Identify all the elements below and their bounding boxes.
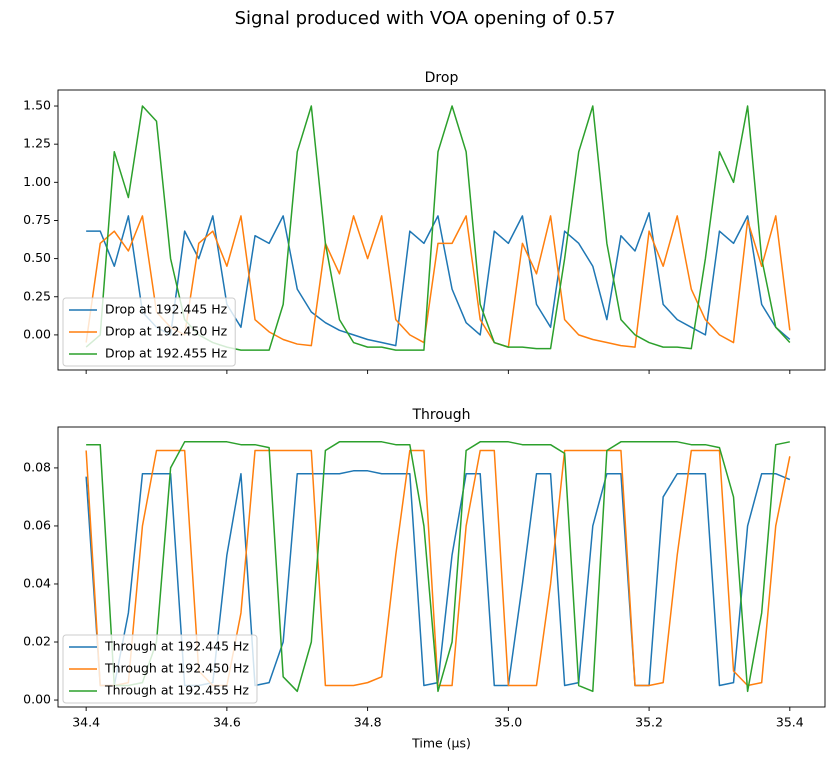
y-tick-label: 1.00	[23, 174, 51, 189]
y-tick-label: 0.00	[23, 326, 51, 341]
y-tick-label: 1.50	[23, 98, 51, 113]
series-line	[85, 215, 791, 348]
x-tick-label: 34.8	[354, 715, 382, 730]
x-tick-label: 35.4	[776, 715, 804, 730]
y-tick-label: 1.25	[23, 136, 51, 151]
series-line	[86, 441, 790, 693]
series-line	[86, 212, 791, 347]
legend-label: Through at 192.450 Hz	[104, 661, 249, 676]
y-tick-label: 0.00	[23, 692, 51, 707]
axes-title: Drop	[425, 70, 459, 86]
legend-label: Drop at 192.455 Hz	[105, 346, 228, 361]
axes: Drop 0.00 0.25 0.50 0.75 1.00 1.25 1.50 Drop at …	[23, 70, 826, 374]
y-tick-label: 0.25	[23, 288, 51, 303]
x-tick-label: 35.0	[494, 715, 522, 730]
legend-label: Through at 192.455 Hz	[104, 683, 249, 698]
legend-label: Drop at 192.450 Hz	[105, 324, 228, 339]
axes-title: Through	[411, 407, 470, 423]
legend-label: Drop at 192.445 Hz	[105, 302, 228, 317]
legend-box	[62, 297, 236, 367]
legend-box	[62, 634, 258, 704]
legend: Drop at 192.445 Hz Drop at 192.450 Hz Drop…	[62, 297, 236, 367]
axes: Through 0.00 0.02 0.04 0.06 0.08 34.4 34.6 34.8 3…	[23, 407, 826, 751]
y-tick-label: 0.04	[23, 575, 51, 590]
x-tick-label: 35.2	[635, 715, 663, 730]
figure-title: Signal produced with VOA opening of 0.57	[235, 8, 616, 29]
y-tick-label: 0.06	[23, 517, 51, 532]
y-tick-label: 0.02	[23, 634, 51, 649]
legend-label: Through at 192.445 Hz	[104, 639, 249, 654]
legend: Through at 192.445 Hz Through at 192.450 …	[62, 634, 258, 704]
y-tick-label: 0.75	[23, 212, 51, 227]
x-tick-label: 34.6	[213, 715, 241, 730]
y-tick-label: 0.08	[23, 459, 51, 474]
axes-frame	[57, 426, 826, 708]
y-tick-label: 0.50	[23, 250, 51, 265]
axes-frame	[57, 89, 826, 371]
x-tick-label: 34.4	[72, 715, 100, 730]
x-axis-label: Time (μs)	[411, 736, 471, 751]
